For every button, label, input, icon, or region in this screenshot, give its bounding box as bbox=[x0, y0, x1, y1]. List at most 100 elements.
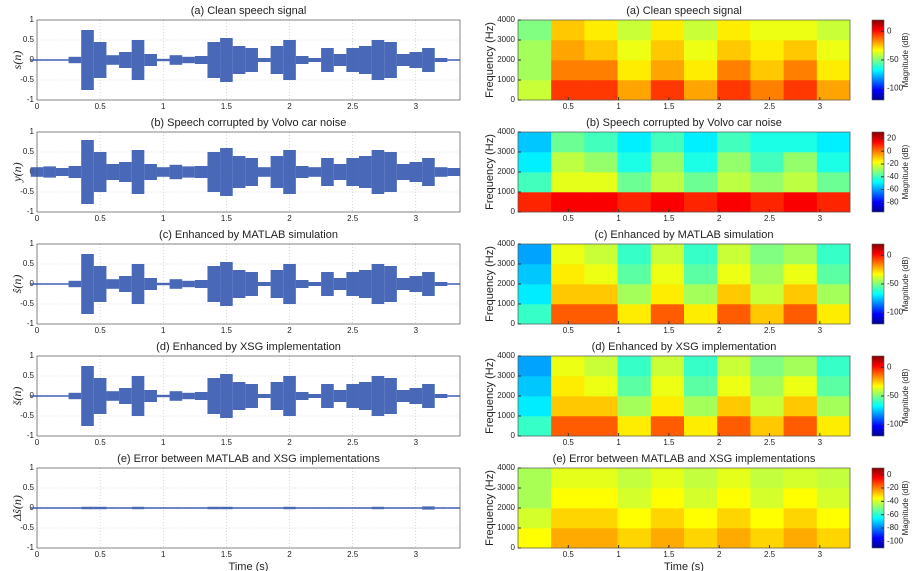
spectrogram-cell bbox=[783, 284, 818, 305]
waveform-segment bbox=[409, 162, 423, 182]
spectrogram-cell bbox=[783, 304, 818, 325]
x-tick-label: 1.5 bbox=[663, 550, 675, 559]
waveform-segment bbox=[358, 270, 372, 298]
spectrogram-cell bbox=[584, 60, 618, 81]
waveform-segment bbox=[384, 42, 397, 78]
waveform-segment bbox=[169, 391, 183, 401]
spectrogram-cell bbox=[717, 508, 751, 529]
waveform-segment bbox=[371, 264, 385, 304]
spectrogram-cell bbox=[783, 152, 818, 173]
waveform-segment bbox=[295, 280, 309, 288]
spectrogram-cell bbox=[750, 528, 784, 549]
waveform-segment bbox=[43, 395, 56, 397]
spectrogram-cell bbox=[551, 284, 585, 305]
spectrogram-cell bbox=[518, 488, 552, 509]
waveform-segment bbox=[144, 507, 157, 509]
waveform-segment bbox=[295, 166, 309, 178]
x-tick-label: 1.5 bbox=[221, 550, 233, 559]
waveform-segment bbox=[358, 382, 372, 410]
spectrogram-cell bbox=[584, 172, 618, 193]
spectrogram-cell bbox=[650, 416, 685, 437]
chart-title: (a) Clean speech signal bbox=[626, 5, 742, 17]
waveform-segment bbox=[245, 272, 258, 296]
waveform-segment bbox=[396, 278, 410, 290]
spectrogram-cell bbox=[684, 508, 718, 529]
waveform-segment bbox=[283, 264, 296, 304]
waveform-segment bbox=[270, 46, 284, 74]
spectrogram-cell bbox=[684, 40, 718, 61]
spectrogram-cell bbox=[518, 396, 552, 417]
spectrogram-cell bbox=[551, 416, 585, 437]
spectrogram-cell bbox=[518, 192, 552, 213]
waveform-segment bbox=[106, 391, 120, 401]
spectrogram-cell bbox=[551, 192, 585, 213]
y-tick-label: -1 bbox=[27, 319, 35, 328]
spectrogram-cell bbox=[684, 152, 718, 173]
x-tick-label: 1 bbox=[616, 102, 621, 111]
spectrogram-cell bbox=[617, 528, 652, 549]
spectrogram-cell bbox=[684, 396, 718, 417]
waveform-segment bbox=[68, 166, 82, 178]
spectrogram-cell bbox=[816, 132, 851, 153]
x-tick-label: 3 bbox=[818, 102, 823, 111]
spectrogram-cell bbox=[551, 132, 585, 153]
waveform-segment bbox=[131, 264, 145, 304]
spectrogram-cell bbox=[717, 172, 751, 193]
spectrogram-cell bbox=[783, 376, 818, 397]
waveform-segment bbox=[346, 507, 359, 509]
waveform-segment bbox=[232, 156, 246, 188]
spectrogram-cell bbox=[717, 416, 751, 437]
y-axis-label: Frequency (Hz) bbox=[484, 470, 496, 546]
spectrogram-cell bbox=[717, 528, 751, 549]
spectrogram-cell bbox=[617, 20, 652, 41]
spectrogram-cell bbox=[750, 244, 784, 265]
spectrogram-cell bbox=[816, 80, 851, 101]
spectrogram-cell bbox=[518, 40, 552, 61]
spectrogram-cell bbox=[783, 192, 818, 213]
spectrogram-cell bbox=[684, 528, 718, 549]
spectrogram-cell bbox=[783, 132, 818, 153]
waveform-segment bbox=[131, 376, 145, 416]
x-tick-label: 1 bbox=[616, 438, 621, 447]
waveform-segment bbox=[182, 166, 195, 178]
chart-title: (d) Enhanced by XSG implementation bbox=[156, 341, 341, 353]
waveform-segment bbox=[220, 506, 233, 510]
waveform-segment bbox=[270, 270, 284, 298]
y-tick-label: 1 bbox=[30, 463, 35, 472]
y-axis-label: Δŝ(n) bbox=[10, 495, 24, 522]
spectrogram-cell bbox=[750, 60, 784, 81]
x-tick-label: 1 bbox=[616, 326, 621, 335]
spectrogram-cell bbox=[617, 376, 652, 397]
axes-frame bbox=[36, 131, 461, 213]
spectrogram-cell bbox=[584, 132, 618, 153]
spectrogram-cell bbox=[617, 468, 652, 489]
y-tick-label: 2000 bbox=[497, 503, 515, 512]
waveform-segment bbox=[169, 164, 183, 180]
spectrogram-cell bbox=[684, 132, 718, 153]
x-tick-label: 1.5 bbox=[221, 438, 233, 447]
waveform-segment bbox=[434, 507, 448, 509]
x-tick-label: 3 bbox=[414, 438, 419, 447]
spectrogram-cell bbox=[684, 20, 718, 41]
x-tick-label: 0.5 bbox=[563, 550, 575, 559]
y-tick-label: 4000 bbox=[497, 463, 515, 472]
waveform-segment bbox=[194, 507, 208, 509]
spectrogram-cell bbox=[584, 488, 618, 509]
waveform-segment bbox=[434, 394, 448, 398]
waveform-segment bbox=[93, 266, 107, 302]
waveform-segment bbox=[358, 507, 372, 509]
x-tick-label: 1 bbox=[616, 214, 621, 223]
waveform-segment bbox=[270, 382, 284, 410]
spectrogram-cell bbox=[518, 508, 552, 529]
x-tick-label: 3 bbox=[414, 102, 419, 111]
spectrogram-cell bbox=[783, 528, 818, 549]
waveform-segment bbox=[93, 42, 107, 78]
waveform-segment bbox=[321, 272, 334, 296]
x-tick-label: 3 bbox=[818, 326, 823, 335]
waveform-segment bbox=[207, 42, 221, 78]
y-axis-label: š(n) bbox=[10, 387, 24, 406]
waveform-segment bbox=[447, 59, 460, 61]
spectrogram-cell bbox=[551, 376, 585, 397]
y-tick-label: -1 bbox=[27, 543, 35, 552]
waveform-segment bbox=[144, 390, 157, 402]
